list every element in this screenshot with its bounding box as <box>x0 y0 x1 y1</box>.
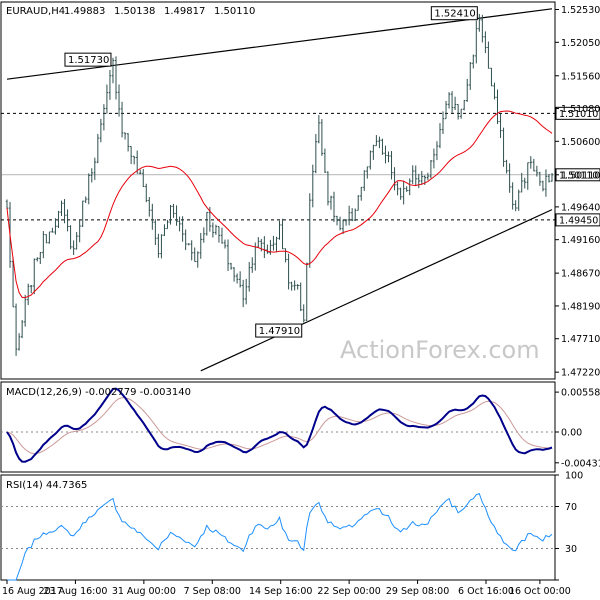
header-open: 1.49883 <box>64 6 105 17</box>
panel-frames <box>0 1 556 581</box>
rsi-lines <box>1 492 555 581</box>
panel-frame <box>0 381 556 473</box>
time-tick-label: 7 Sep 08:00 <box>184 586 241 597</box>
header-low: 1.49817 <box>164 6 205 17</box>
rsi-tick-label: 30 <box>565 544 577 555</box>
time-tick-label: 31 Aug 00:00 <box>112 586 176 597</box>
last-price-label: 1.50110 <box>559 170 598 181</box>
rsi-axis: 100 70 30 <box>555 471 583 581</box>
time-tick-label: 6 Oct 16:00 <box>458 586 514 597</box>
macd-tick-label: 0.005586 <box>561 388 600 399</box>
rsi-tick-label: 70 <box>565 502 577 513</box>
rsi-label: RSI(14) 44.7365 <box>6 480 87 491</box>
level-label: 1.49450 <box>559 215 598 226</box>
macd-label: MACD(12,26,9) -0.002779 -0.003140 <box>6 387 191 398</box>
trendlines <box>6 8 553 372</box>
rsi-panel: 100 70 30 RSI(14) 44.7365 <box>1 471 583 581</box>
price-tick-label: 1.51080 <box>561 104 600 115</box>
chart-header: EURAUD,H4 1.49883 1.50138 1.49817 1.5011… <box>6 6 255 17</box>
horizontal-levels: 1.51010 1.49450 1.50110 <box>1 106 600 227</box>
price-tick-label: 1.52530 <box>561 5 600 16</box>
price-tick-label: 1.49640 <box>561 202 600 213</box>
trendline <box>6 8 553 80</box>
macd-lines <box>1 387 555 463</box>
level-box <box>555 106 600 120</box>
macd-axis: 0.005586 0.00 -0.004312 <box>555 388 600 469</box>
time-tick-label: 16 Aug 2017 <box>2 586 63 597</box>
level-label: 1.51010 <box>559 109 598 120</box>
watermark: ActionForex.com <box>340 336 540 364</box>
price-tick-label: 1.52050 <box>561 38 600 49</box>
price-tick-label: 1.50110 <box>561 170 600 181</box>
macd-panel: 0.005586 0.00 -0.004312 MACD(12,26,9) -0.0… <box>1 387 600 469</box>
panel-frame <box>0 474 556 581</box>
callout-box <box>255 323 303 338</box>
price-panel: ActionForex.com 1.51010 1.49450 1.50110 1.… <box>1 5 600 379</box>
macd-main-line <box>6 387 553 463</box>
price-tick-label: 1.47710 <box>561 334 600 345</box>
price-tick-label: 1.48190 <box>561 301 600 312</box>
level-box <box>555 213 600 227</box>
price-tick-label: 1.49160 <box>561 235 600 246</box>
sma-line <box>6 110 553 299</box>
price-axis: 1.52530 1.52050 1.51560 1.51080 1.50600 1.501… <box>555 5 600 379</box>
rsi-line <box>7 492 553 581</box>
price-tick-label: 1.48670 <box>561 269 600 280</box>
header-close: 1.50110 <box>214 6 255 17</box>
price-tick-label: 1.47220 <box>561 368 600 379</box>
price-tick-label: 1.50600 <box>561 137 600 148</box>
header-high: 1.50138 <box>114 6 155 17</box>
trendline <box>200 209 553 372</box>
macd-signal-line <box>6 397 553 455</box>
time-tick-label: 29 Sep 08:00 <box>386 586 449 597</box>
callout-label: 1.47910 <box>259 326 300 337</box>
time-tick-label: 16 Oct 00:00 <box>509 586 571 597</box>
callout-box <box>430 6 478 21</box>
callout-box <box>64 52 112 67</box>
panel-frame <box>0 1 556 380</box>
time-tick-label: 22 Sep 00:00 <box>317 586 380 597</box>
time-tick-label: 23 Aug 16:00 <box>43 586 107 597</box>
candles <box>5 13 554 356</box>
time-tick-label: 14 Sep 16:00 <box>249 586 312 597</box>
rsi-tick-label: 100 <box>565 471 583 482</box>
callout-label: 1.51730 <box>68 55 109 66</box>
sma-path <box>6 110 553 299</box>
callout-label: 1.52410 <box>434 9 475 20</box>
price-callouts: 1.51730 1.52410 1.47910 <box>64 6 478 338</box>
macd-tick-label: -0.004312 <box>561 458 600 469</box>
price-tick-label: 1.51560 <box>561 71 600 82</box>
header-symbol: EURAUD,H4 <box>6 6 65 17</box>
macd-tick-label: 0.00 <box>561 428 582 439</box>
